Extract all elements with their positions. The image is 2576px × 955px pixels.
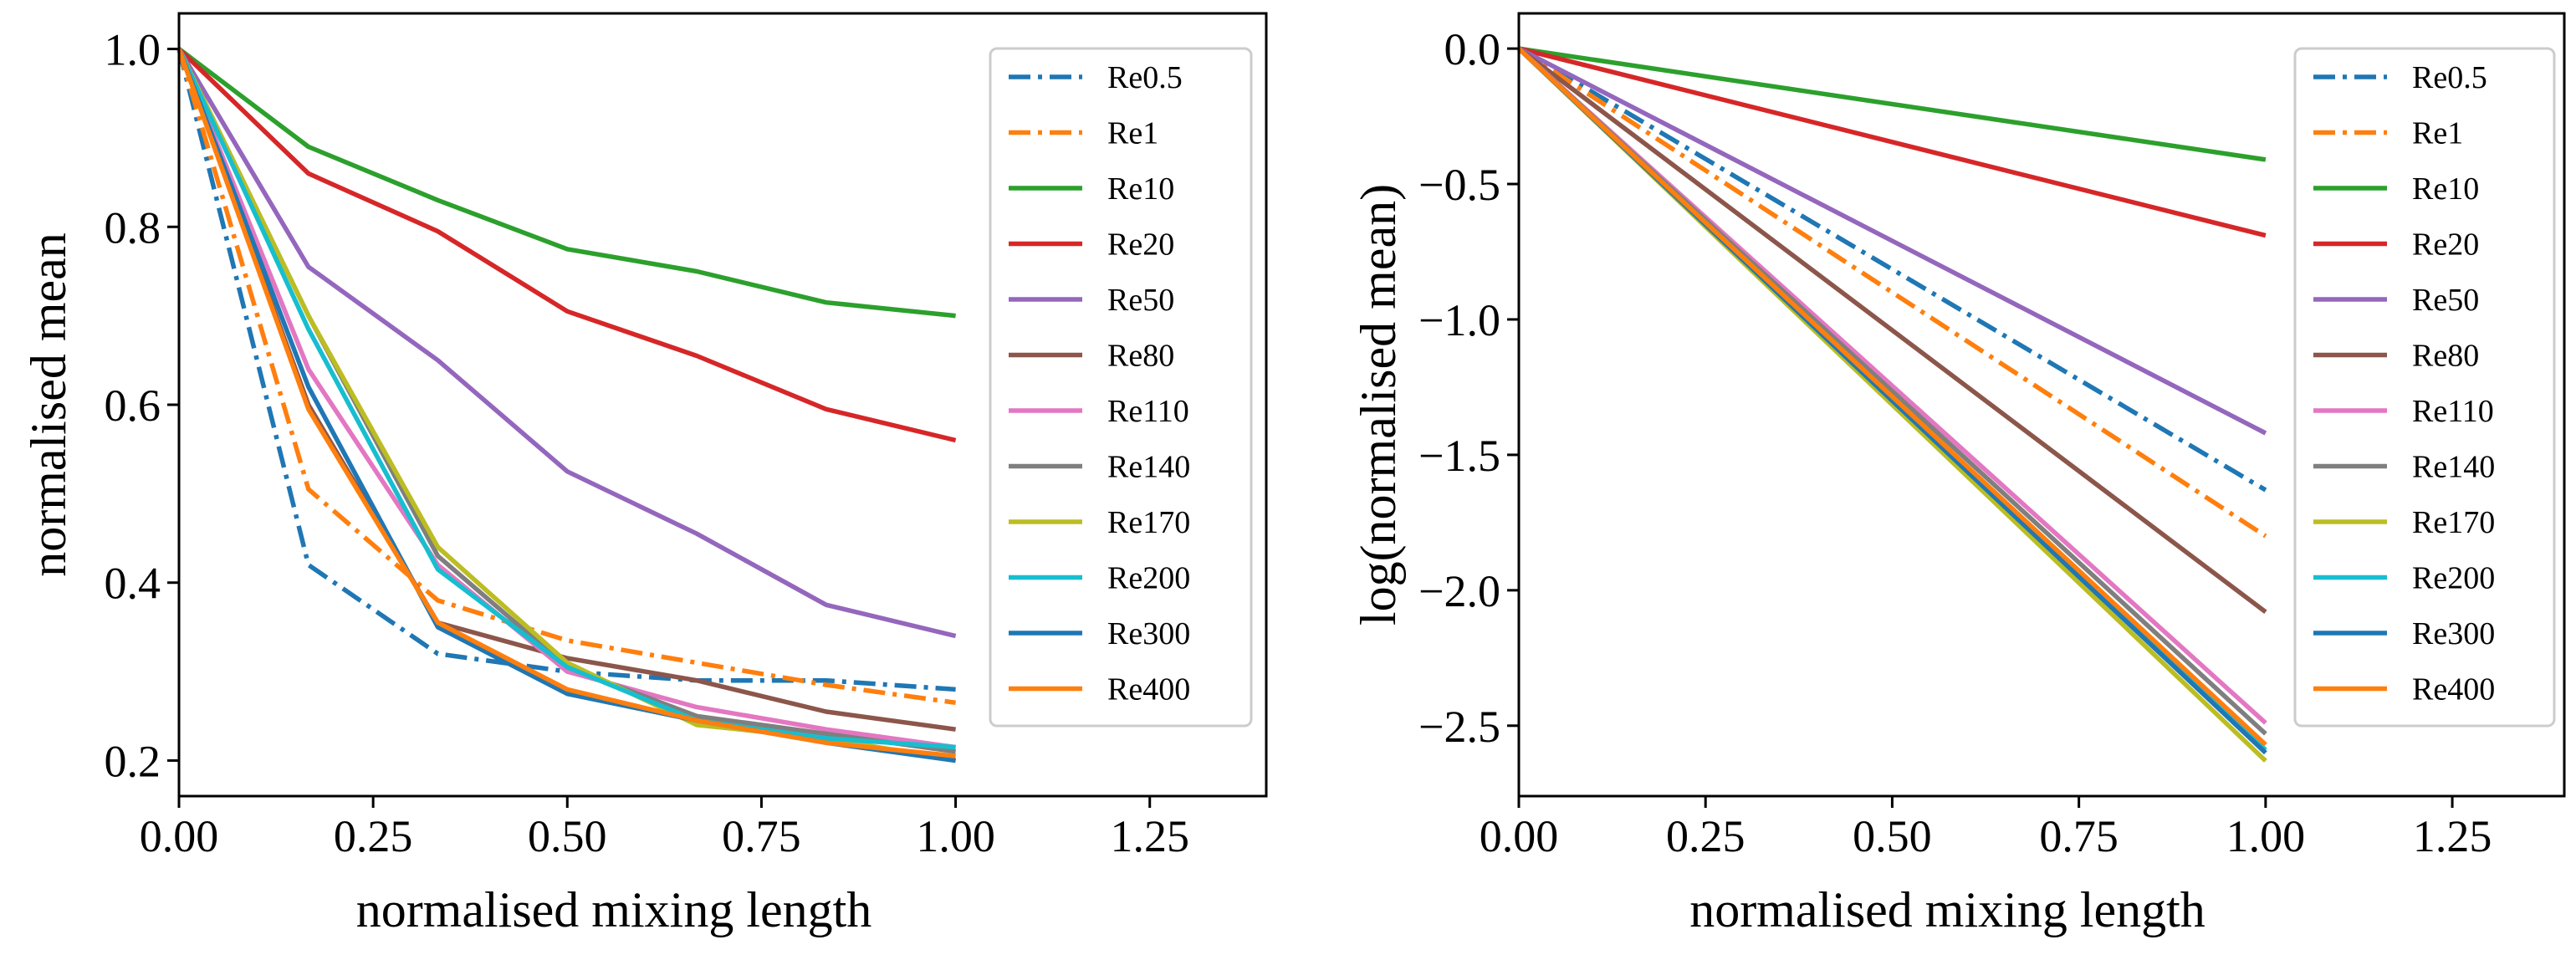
x-tick-label: 1.25 <box>2413 811 2492 861</box>
legend-label: Re80 <box>1107 339 1174 374</box>
y-axis-title: log(normalised mean) <box>1351 184 1406 626</box>
chart-panel-1: 0.00 0.25 0.50 0.75 1.00 1.25 0.2 0.4 0.6 0.8 1.0 n… <box>21 12 1268 937</box>
y-tick-label: −2.0 <box>1418 566 1500 616</box>
x-tick-label: 0.25 <box>334 811 413 861</box>
legend-label: Re10 <box>1107 171 1174 207</box>
series-line-re0-5 <box>1517 46 2267 493</box>
x-tick-label: 0.50 <box>1853 811 1932 861</box>
legend-label: Re140 <box>2412 450 2495 485</box>
plot-lines <box>1517 46 2267 763</box>
series-line-re1 <box>176 48 956 706</box>
y-tick-label: 0.2 <box>105 736 161 786</box>
series-line-re110 <box>176 48 956 750</box>
series-line-re80 <box>1517 46 2267 614</box>
legend: Re0.5 Re1 Re10 Re20 Re50 Re80 Re110 Re140 Re170 R… <box>989 47 1253 728</box>
chart-panel-2: 0.00 0.25 0.50 0.75 1.00 1.25 0.0 −0.5 −1.0 −1.5 −… <box>1351 12 2566 937</box>
x-tick-label: 0.50 <box>528 811 607 861</box>
legend: Re0.5 Re1 Re10 Re20 Re50 Re80 Re110 Re140 Re170 R… <box>2293 47 2556 728</box>
legend-label: Re400 <box>1107 672 1190 707</box>
legend-label: Re200 <box>2412 561 2495 596</box>
legend-label: Re0.5 <box>2412 60 2487 95</box>
x-tick-label: 1.00 <box>916 811 995 861</box>
legend-label: Re1 <box>1107 116 1158 151</box>
legend-label: Re10 <box>2412 171 2479 207</box>
legend-label: Re50 <box>2412 283 2479 318</box>
legend-label: Re20 <box>1107 227 1174 263</box>
x-tick-label: 0.00 <box>140 811 219 861</box>
y-axis-title: normalised mean <box>21 232 76 577</box>
x-axis-title: normalised mixing length <box>356 882 872 937</box>
x-tick-label: 1.25 <box>1110 811 1189 861</box>
series-line-re10 <box>177 47 956 319</box>
legend-label: Re300 <box>2412 616 2495 651</box>
legend-label: Re110 <box>1107 394 1189 429</box>
legend-label: Re140 <box>1107 450 1190 485</box>
y-tick-label: 0.4 <box>105 559 161 609</box>
series-line-re50 <box>176 48 957 639</box>
legend-label: Re300 <box>1107 616 1190 651</box>
y-tick-label: 0.8 <box>105 202 161 253</box>
y-tick-label: 0.0 <box>1444 24 1501 74</box>
y-tick-label: −2.5 <box>1418 702 1500 752</box>
x-tick-label: 0.00 <box>1480 811 1559 861</box>
series-line-re20 <box>177 47 957 443</box>
legend-label: Re0.5 <box>1107 60 1183 95</box>
legend-box <box>989 47 1253 728</box>
series-line-re1 <box>1517 46 2267 539</box>
legend-label: Re170 <box>2412 505 2495 540</box>
series-line-re170 <box>176 48 957 763</box>
legend-label: Re400 <box>2412 672 2495 707</box>
series-line-re300 <box>176 48 956 763</box>
series-line-re80 <box>176 48 956 732</box>
legend-label: Re1 <box>2412 116 2463 151</box>
y-tick-label: 0.6 <box>105 380 161 431</box>
series-line-re140 <box>176 48 956 754</box>
plot-lines <box>176 47 957 763</box>
x-tick-label: 0.25 <box>1666 811 1745 861</box>
legend-label: Re50 <box>1107 283 1174 318</box>
plot-frame <box>1517 12 2566 798</box>
series-line-re400 <box>176 48 956 758</box>
legend-label: Re110 <box>2412 394 2494 429</box>
y-tick-label: −1.5 <box>1418 431 1500 481</box>
series-line-re200 <box>176 48 956 750</box>
legend-label: Re20 <box>2412 227 2479 263</box>
series-line-re10 <box>1518 46 2267 162</box>
x-axis-title: normalised mixing length <box>1689 882 2205 937</box>
series-line-re20 <box>1518 46 2267 238</box>
series-line-re400 <box>1517 47 2267 747</box>
x-tick-label: 0.75 <box>2039 811 2119 861</box>
x-tick-label: 1.00 <box>2226 811 2306 861</box>
series-line-re50 <box>1517 46 2267 436</box>
legend-label: Re170 <box>1107 505 1190 540</box>
y-tick-label: −1.0 <box>1418 295 1500 345</box>
x-tick-label: 0.75 <box>722 811 801 861</box>
y-tick-label: −0.5 <box>1418 160 1500 210</box>
y-tick-label: 1.0 <box>105 25 161 75</box>
legend-label: Re200 <box>1107 561 1190 596</box>
legend-box <box>2293 47 2556 728</box>
legend-label: Re80 <box>2412 339 2479 374</box>
